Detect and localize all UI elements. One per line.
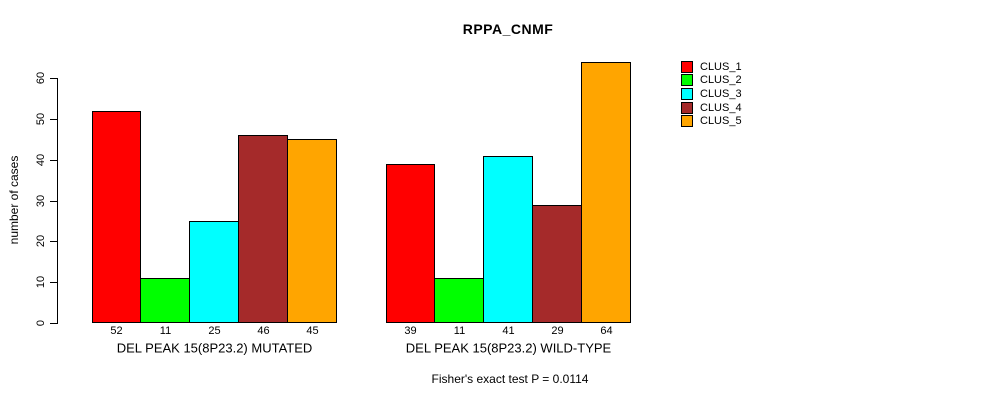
legend-item-clus_5: CLUS_5 <box>681 114 742 128</box>
fisher-test-annotation: Fisher's exact test P = 0.0114 <box>431 372 589 386</box>
bar-value-label: 11 <box>453 325 466 337</box>
bar-value-label: 11 <box>159 325 172 337</box>
legend-item-clus_2: CLUS_2 <box>681 74 742 88</box>
bar-value-label: 39 <box>404 325 417 337</box>
bar-value-label: 45 <box>306 325 319 337</box>
legend-swatch-clus_1 <box>681 60 693 73</box>
bar-clus_1 <box>386 163 435 323</box>
group-label: DEL PEAK 15(8P23.2) WILD-TYPE <box>405 340 612 356</box>
legend-swatch-clus_4 <box>681 101 693 114</box>
legend-label: CLUS_1 <box>700 60 742 73</box>
y-tick-label: 20 <box>35 235 47 248</box>
bar-clus_3 <box>483 155 533 323</box>
bar-clus_1 <box>92 110 141 323</box>
bar-clus_2 <box>434 278 484 323</box>
group-label: DEL PEAK 15(8P23.2) MUTATED <box>116 340 313 356</box>
y-axis-line <box>57 78 58 324</box>
y-tick-label: 50 <box>35 112 47 125</box>
y-axis-title: number of cases <box>7 155 21 245</box>
legend-item-clus_1: CLUS_1 <box>681 60 742 74</box>
legend-label: CLUS_3 <box>700 87 742 100</box>
bar-value-label: 46 <box>257 325 270 337</box>
y-tick-mark <box>50 159 57 161</box>
y-tick-label: 60 <box>35 71 47 85</box>
y-tick-mark <box>50 200 57 202</box>
legend-label: CLUS_4 <box>700 101 742 114</box>
chart-title: RPPA_CNMF <box>462 21 554 37</box>
y-tick-label: 0 <box>35 319 47 327</box>
y-tick-mark <box>50 118 57 120</box>
bar-value-label: 41 <box>502 325 515 337</box>
y-tick-mark <box>50 282 57 284</box>
y-tick-mark <box>50 241 57 243</box>
bar-clus_5 <box>581 61 631 323</box>
bar-clus_3 <box>189 220 239 323</box>
y-tick-label: 40 <box>35 153 47 166</box>
legend: CLUS_1 CLUS_2 CLUS_3 CLUS_4 CLUS_5 <box>681 60 742 128</box>
legend-label: CLUS_5 <box>700 115 742 128</box>
y-tick-mark <box>50 323 57 324</box>
legend-label: CLUS_2 <box>700 74 742 87</box>
bar-value-label: 52 <box>110 325 123 337</box>
bar-value-label: 25 <box>208 325 221 337</box>
bar-value-label: 29 <box>551 325 564 337</box>
y-tick-label: 10 <box>35 276 47 289</box>
bar-clus_4 <box>238 135 288 323</box>
y-tick-label: 30 <box>35 194 47 207</box>
bar-value-label: 64 <box>600 325 613 337</box>
legend-swatch-clus_5 <box>681 115 693 128</box>
bar-clus_2 <box>140 278 190 323</box>
legend-swatch-clus_2 <box>681 74 693 87</box>
legend-item-clus_4: CLUS_4 <box>681 101 742 115</box>
legend-swatch-clus_3 <box>681 87 693 100</box>
bar-clus_4 <box>532 204 582 323</box>
y-tick-mark <box>50 78 57 79</box>
bar-clus_5 <box>287 139 337 323</box>
legend-item-clus_3: CLUS_3 <box>681 87 742 101</box>
